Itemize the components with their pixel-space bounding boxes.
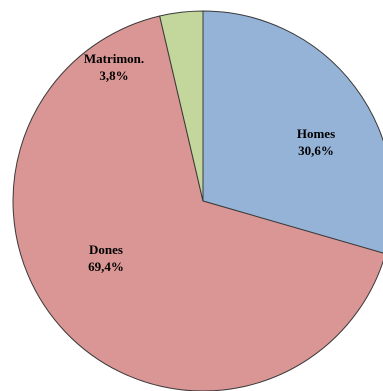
pie-slice xyxy=(202,10,383,254)
pie-slice xyxy=(159,10,204,202)
pie-slice xyxy=(12,15,383,391)
slice-label: Dones xyxy=(89,242,123,257)
slice-label: Matrimon. xyxy=(84,51,144,66)
value-label: 3,8% xyxy=(99,68,128,83)
value-label: 69,4% xyxy=(88,259,124,274)
slice-label: Homes xyxy=(297,126,335,141)
value-label: 30,6% xyxy=(298,143,334,158)
